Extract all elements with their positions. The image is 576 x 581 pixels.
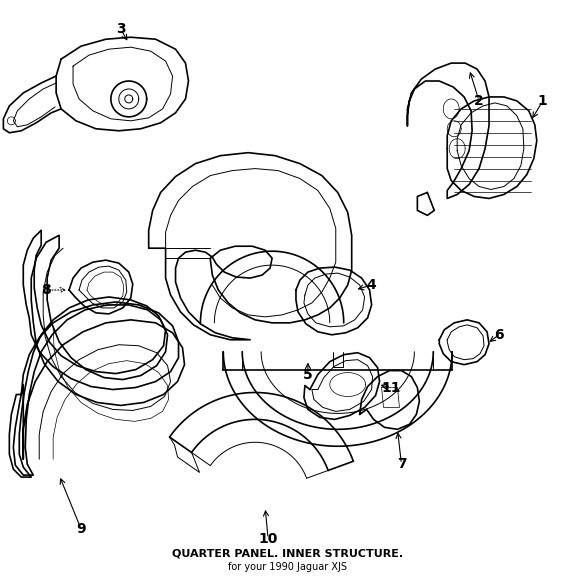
- Text: 4: 4: [367, 278, 377, 292]
- Text: for your 1990 Jaguar XJS: for your 1990 Jaguar XJS: [229, 562, 347, 572]
- Text: 2: 2: [474, 94, 484, 108]
- Text: QUARTER PANEL. INNER STRUCTURE.: QUARTER PANEL. INNER STRUCTURE.: [172, 548, 404, 559]
- Text: 8: 8: [41, 283, 51, 297]
- Text: 6: 6: [494, 328, 504, 342]
- Text: 5: 5: [303, 368, 313, 382]
- Text: 10: 10: [259, 532, 278, 546]
- Text: 1: 1: [538, 94, 548, 108]
- Text: 7: 7: [397, 457, 406, 471]
- Text: 11: 11: [382, 381, 401, 394]
- Text: 3: 3: [116, 22, 126, 36]
- Text: 9: 9: [76, 522, 86, 536]
